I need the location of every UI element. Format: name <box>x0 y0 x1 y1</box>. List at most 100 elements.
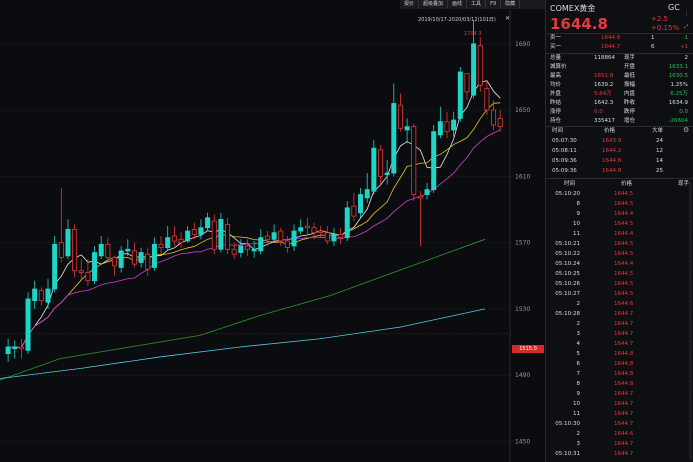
toolbar-hide-button[interactable]: 隐藏 <box>501 0 521 9</box>
tick-size: 14 <box>656 158 663 164</box>
stats-row: 涨停 0.0 跌停 0.0 <box>546 108 692 117</box>
toolbar-overlay-button[interactable]: 超级叠加 <box>419 0 449 9</box>
date-range-close-icon[interactable]: ✕ <box>505 15 511 22</box>
trade-time: 8 <box>576 381 581 387</box>
stat-value: 1651.8 <box>594 73 614 79</box>
candlestick-chart[interactable]: 1690 1650 1610 1570 1530 1490 1450 <box>0 0 545 462</box>
candle-body <box>12 346 18 350</box>
trade-time: 05:10:22 <box>555 251 580 257</box>
ma5-line <box>8 80 501 348</box>
stat-value: -26604 <box>668 118 688 124</box>
candle-body <box>331 233 337 242</box>
trade-time: 10 <box>573 401 580 407</box>
trades-header: 时间 价格 现手 <box>546 180 692 189</box>
stat-value: 2 <box>684 55 689 61</box>
trade-price: 1644.7 <box>614 411 634 417</box>
candle-body <box>32 288 38 302</box>
trade-time: 05:10:27 <box>555 291 580 297</box>
settings-gear-icon[interactable]: ⚙ <box>683 126 690 134</box>
trade-time: 05:10:31 <box>555 451 580 457</box>
stat-label: 总量 <box>550 55 562 61</box>
trade-price: 1644.8 <box>614 381 634 387</box>
trade-price: 1644.7 <box>614 311 634 317</box>
price-change-pct: +0.15% <box>651 24 680 32</box>
candle-body <box>52 243 58 290</box>
stat-label: 开盘 <box>624 64 636 70</box>
candle-body <box>218 219 224 250</box>
trade-price: 1644.6 <box>614 431 634 437</box>
trade-price: 1644.5 <box>614 191 634 197</box>
trade-time: 11 <box>573 231 580 237</box>
candle-body <box>158 243 164 248</box>
stat-label: 最低 <box>624 73 636 79</box>
candle-body <box>424 189 430 195</box>
stat-value: 1634.9 <box>668 100 688 106</box>
stats-row: 总量 118864 现手 2 <box>546 54 692 63</box>
header-price: 价格 <box>621 181 633 187</box>
candle-body <box>112 257 118 267</box>
high-marker-label: 1704.3 <box>464 31 482 37</box>
candle-body <box>38 290 44 302</box>
trade-price: 1644.7 <box>614 441 634 447</box>
candle-body <box>351 205 357 217</box>
candle-body <box>78 270 84 273</box>
trade-time: 05:10:21 <box>555 241 580 247</box>
candle-body <box>198 227 204 235</box>
toolbar-draw-button[interactable]: 画线 <box>448 0 468 9</box>
stat-value: 1642.3 <box>594 100 614 106</box>
book-price: 1644.8 <box>601 35 621 41</box>
candle-body <box>138 252 144 263</box>
tick-time: 05:07:30 <box>552 138 577 144</box>
candle-body <box>72 228 78 272</box>
candle-body <box>464 73 470 93</box>
trade-price: 1644.5 <box>614 281 634 287</box>
candle-body <box>471 43 477 96</box>
toolbar-quote-button[interactable]: 报价 <box>400 0 420 9</box>
candle-body <box>244 245 250 250</box>
candle-body <box>225 224 231 250</box>
tick-size: 12 <box>656 148 663 154</box>
trade-time: 8 <box>576 201 581 207</box>
stat-value: 5.64万 <box>594 91 612 97</box>
trade-price: 1644.8 <box>614 361 634 367</box>
price-axis-label: 1570 <box>515 240 530 247</box>
instrument-code: GC <box>668 3 680 12</box>
candle-body <box>191 228 197 235</box>
candle-body <box>298 227 304 232</box>
candle-body <box>211 220 217 250</box>
price-axis-label: 1490 <box>515 372 530 379</box>
candle-body <box>92 252 98 282</box>
panel-menu-icon[interactable]: ⋮ <box>684 11 689 17</box>
date-range-label: 2019/10/17-2020/03/12(101日) <box>418 17 496 23</box>
stat-label: 持仓 <box>550 118 562 124</box>
price-change: +2.5 <box>651 15 668 23</box>
stat-value: 1633.1 <box>668 64 688 70</box>
stat-label: 均价 <box>550 82 562 88</box>
ticker-scrollbar[interactable] <box>689 182 692 460</box>
candle-body <box>497 117 503 128</box>
candle-body <box>278 230 284 242</box>
candlestick-chart-area[interactable]: 1690 1650 1610 1570 1530 1490 1450 2019/10/17-… <box>0 0 545 462</box>
candle-body <box>397 104 403 129</box>
candle-body <box>311 227 317 234</box>
trade-price: 1644.5 <box>614 221 634 227</box>
candle-body <box>131 250 137 265</box>
candle-body <box>431 131 437 191</box>
candle-body <box>457 71 463 119</box>
stat-value: 335417 <box>594 118 615 124</box>
expand-icon[interactable]: ⤢ <box>684 24 689 30</box>
stats-row: 外盘 5.64万 内盘 6.25万 <box>546 90 692 99</box>
header-size: 大单 <box>652 128 664 134</box>
stats-row: 昨结 1642.3 昨收 1634.9 <box>546 99 692 108</box>
toolbar-tools-button[interactable]: 工具 <box>467 0 487 9</box>
candle-body <box>271 232 277 240</box>
stat-label: 城算价 <box>550 64 567 70</box>
toolbar-f9-button[interactable]: F9 <box>486 0 502 9</box>
